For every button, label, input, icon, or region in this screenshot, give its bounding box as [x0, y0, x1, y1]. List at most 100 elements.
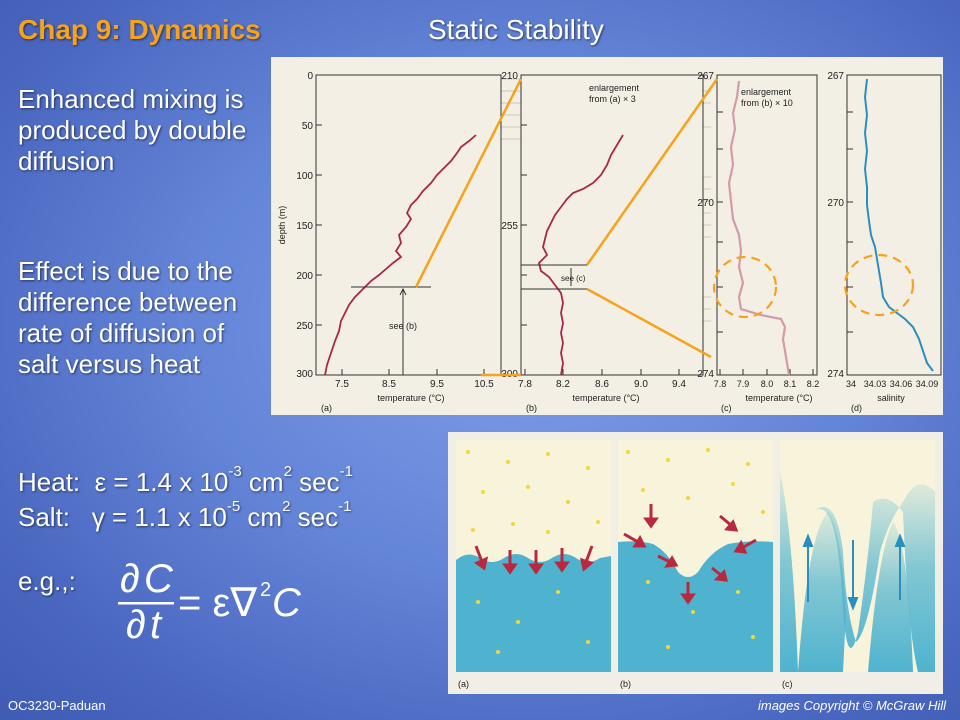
d-ytick-0: 267	[827, 71, 844, 82]
schematic-panel-c: (c)	[780, 440, 935, 689]
eq-rhs-exp: 2	[260, 579, 271, 601]
panel-c-temp-profile	[727, 80, 791, 376]
bullet-enhanced-mixing: Enhanced mixing is produced by double di…	[18, 84, 247, 176]
schematic-panel-b: (b)	[618, 440, 773, 689]
a-xtick-3: 10.5	[474, 379, 494, 390]
c-note-line1: enlargement	[741, 87, 792, 97]
a-ytick-3: 150	[296, 221, 313, 232]
c-ytick-2: 274	[697, 369, 714, 380]
b-xtick-2: 8.6	[595, 379, 609, 390]
panel-d-highlight-circle	[843, 253, 915, 317]
a-ytick-0: 0	[307, 71, 313, 82]
a-ytick-1: 50	[302, 121, 314, 132]
bullet-diffusion-effect: Effect is due to the difference between …	[18, 256, 238, 379]
c-xtick-2: 8.0	[761, 379, 774, 389]
d-ytick-2: 274	[827, 369, 844, 380]
salt-value: = 1.1 x 10	[104, 502, 227, 532]
salt-coefficient: Salt: γ = 1.1 x 10-5 cm2 sec-1	[18, 498, 351, 533]
eq-partial-top: ∂	[120, 557, 140, 601]
d-xtick-1: 34.03	[864, 379, 887, 389]
d-xtick-0: 34	[846, 379, 856, 389]
c-xtick-0: 7.8	[714, 379, 727, 389]
diffusion-equation: ∂ C ∂ t = ε∇ 2 C	[118, 557, 302, 647]
footer-author: OC3230-Paduan	[8, 698, 106, 713]
schematic-label-c: (c)	[782, 679, 793, 689]
panel-b: 210 255 300 7.8 8.2 8.6 9.0 9.4 temperat…	[501, 71, 704, 413]
heat-sec-exp: -1	[339, 463, 353, 480]
salt-finger-figure: (a) (b) (c)	[448, 432, 943, 694]
panel-d-salinity-profile	[863, 78, 934, 372]
a-xtick-0: 7.5	[335, 379, 349, 390]
heat-label: Heat:	[18, 467, 81, 497]
see-b-annotation: see (b)	[389, 321, 417, 331]
b-ytick-1: 255	[501, 221, 518, 232]
d-ytick-1: 270	[827, 198, 844, 209]
b-ytick-0: 210	[501, 71, 518, 82]
b-xtick-0: 7.8	[518, 379, 532, 390]
c-xtick-4: 8.2	[807, 379, 820, 389]
panel-c: 267 270 274 7.8 7.9 8.0 8.1 8.2 temperat…	[697, 71, 819, 413]
c-ytick-0: 267	[697, 71, 714, 82]
d-xtick-3: 34.09	[916, 379, 939, 389]
b-note-line1: enlargement	[589, 83, 640, 93]
zoom-connector-lines	[414, 78, 719, 377]
b-note-line2: from (a) × 3	[589, 94, 636, 104]
salt-label: Salt:	[18, 502, 71, 532]
panel-a-label: (a)	[321, 403, 332, 413]
b-xtick-3: 9.0	[634, 379, 648, 390]
heat-symbol: ε	[94, 467, 107, 497]
depth-axis-label: depth (m)	[277, 206, 287, 245]
schematic-label-a: (a)	[458, 679, 469, 689]
c-xlabel: temperature (°C)	[745, 393, 812, 403]
c-xtick-1: 7.9	[737, 379, 750, 389]
salt-sec: sec	[290, 502, 339, 532]
salt-unit-exp: 2	[282, 498, 291, 515]
slide-title: Static Stability	[428, 14, 604, 45]
eq-partial-bottom: ∂	[126, 603, 146, 647]
chapter-title: Chap 9: Dynamics	[18, 14, 261, 45]
heat-unit-exp: 2	[283, 463, 292, 480]
heat-sec: sec	[291, 467, 340, 497]
a-ytick-4: 200	[296, 271, 313, 282]
b-xtick-1: 8.2	[556, 379, 570, 390]
panel-d-label: (d)	[851, 403, 862, 413]
a-ytick-5: 250	[296, 321, 313, 332]
heat-value: = 1.4 x 10	[106, 467, 229, 497]
c-ytick-1: 270	[697, 198, 714, 209]
panel-a-temp-profile	[324, 134, 477, 376]
eq-numerator-c: C	[144, 557, 174, 601]
panel-b-label: (b)	[526, 403, 537, 413]
b-xtick-4: 9.4	[672, 379, 686, 390]
schematic-label-b: (b)	[620, 679, 631, 689]
panel-c-highlight-circle	[712, 255, 778, 319]
panel-d: 267 270 274 34 34.03 34.06 34.09 salinit…	[827, 71, 942, 413]
eq-rhs: = ε∇	[178, 581, 257, 625]
footer-copyright: images Copyright © McGraw Hill	[757, 698, 946, 713]
d-xlabel: salinity	[877, 393, 905, 403]
a-ytick-6: 300	[296, 369, 313, 380]
c-note-line2: from (b) × 10	[741, 98, 793, 108]
b-xlabel: temperature (°C)	[572, 393, 639, 403]
a-ytick-2: 100	[296, 171, 313, 182]
panel-b-temp-profile	[538, 134, 624, 376]
d-xtick-2: 34.06	[890, 379, 913, 389]
panel-c-label: (c)	[721, 403, 732, 413]
heat-unit: cm	[241, 467, 284, 497]
salt-exp: -5	[226, 498, 241, 515]
eq-fraction-bar	[118, 602, 174, 605]
salt-unit: cm	[240, 502, 283, 532]
profile-figure: 0 50 100 150 200 250 300 7.5 8.5 9.5 10.…	[271, 57, 943, 415]
example-label: e.g.,:	[18, 566, 76, 596]
a-xtick-1: 8.5	[382, 379, 396, 390]
a-xlabel: temperature (°C)	[377, 393, 444, 403]
see-c-annotation: see (c)	[561, 274, 586, 283]
panel-a: 0 50 100 150 200 250 300 7.5 8.5 9.5 10.…	[277, 71, 502, 413]
heat-coefficient: Heat: ε = 1.4 x 10-3 cm2 sec-1	[18, 463, 353, 498]
schematic-panel-a: (a)	[456, 440, 611, 689]
heat-exp: -3	[228, 463, 242, 480]
salt-symbol: γ	[91, 502, 105, 532]
eq-rhs-c: C	[272, 581, 302, 625]
a-xtick-2: 9.5	[430, 379, 444, 390]
c-xtick-3: 8.1	[784, 379, 797, 389]
eq-denominator-t: t	[150, 603, 163, 647]
